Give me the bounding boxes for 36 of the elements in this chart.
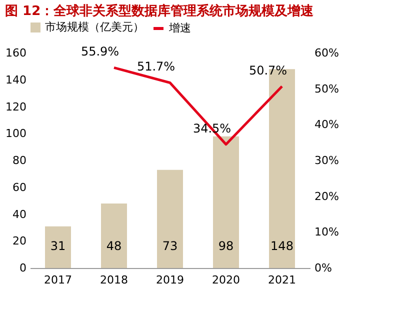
y-tick-label: 160 [6, 46, 26, 60]
x-tick-label: 2017 [44, 274, 72, 286]
y2-tick-label: 0% [314, 262, 332, 274]
data-label: 51.7% [136, 60, 176, 74]
data-label: 31 [50, 239, 66, 253]
y-tick-label: 40 [12, 208, 26, 221]
y-tick-label: 80 [12, 154, 26, 167]
x-tick-label: 2021 [268, 274, 296, 286]
y-tick-label: 120 [6, 100, 26, 114]
y2-tick-label: 50% [314, 82, 339, 96]
bar [157, 170, 183, 268]
bar [213, 136, 239, 268]
chart-title: 图 12：全球非关系型数据库管理系统市场规模及增速 [5, 3, 315, 19]
legend-label: 市场规模（亿美元） [45, 20, 144, 34]
y2-tick-label: 30% [314, 154, 339, 167]
data-label: 48 [106, 239, 122, 253]
y2-tick-label: 10% [314, 226, 339, 239]
data-label: 55.9% [80, 44, 120, 59]
data-label: 73 [162, 239, 178, 253]
bar [45, 226, 71, 268]
y-tick-label: 0 [20, 262, 26, 274]
data-label: 50.7% [248, 63, 288, 78]
data-label: 148 [270, 239, 294, 253]
legend-label: 增速 [168, 22, 191, 34]
x-tick-label: 2018 [100, 274, 128, 286]
y-tick-label: 100 [6, 127, 26, 140]
x-tick-label: 2020 [212, 274, 240, 286]
y-tick-label: 60 [12, 180, 26, 194]
y2-tick-label: 40% [314, 118, 339, 132]
bar [101, 204, 127, 268]
y2-tick-label: 20% [314, 190, 339, 203]
x-tick-label: 2019 [156, 274, 184, 286]
y-tick-label: 20 [12, 234, 26, 248]
y-tick-label: 140 [6, 73, 26, 86]
y2-tick-label: 60% [314, 46, 339, 60]
data-label: 98 [218, 239, 234, 253]
